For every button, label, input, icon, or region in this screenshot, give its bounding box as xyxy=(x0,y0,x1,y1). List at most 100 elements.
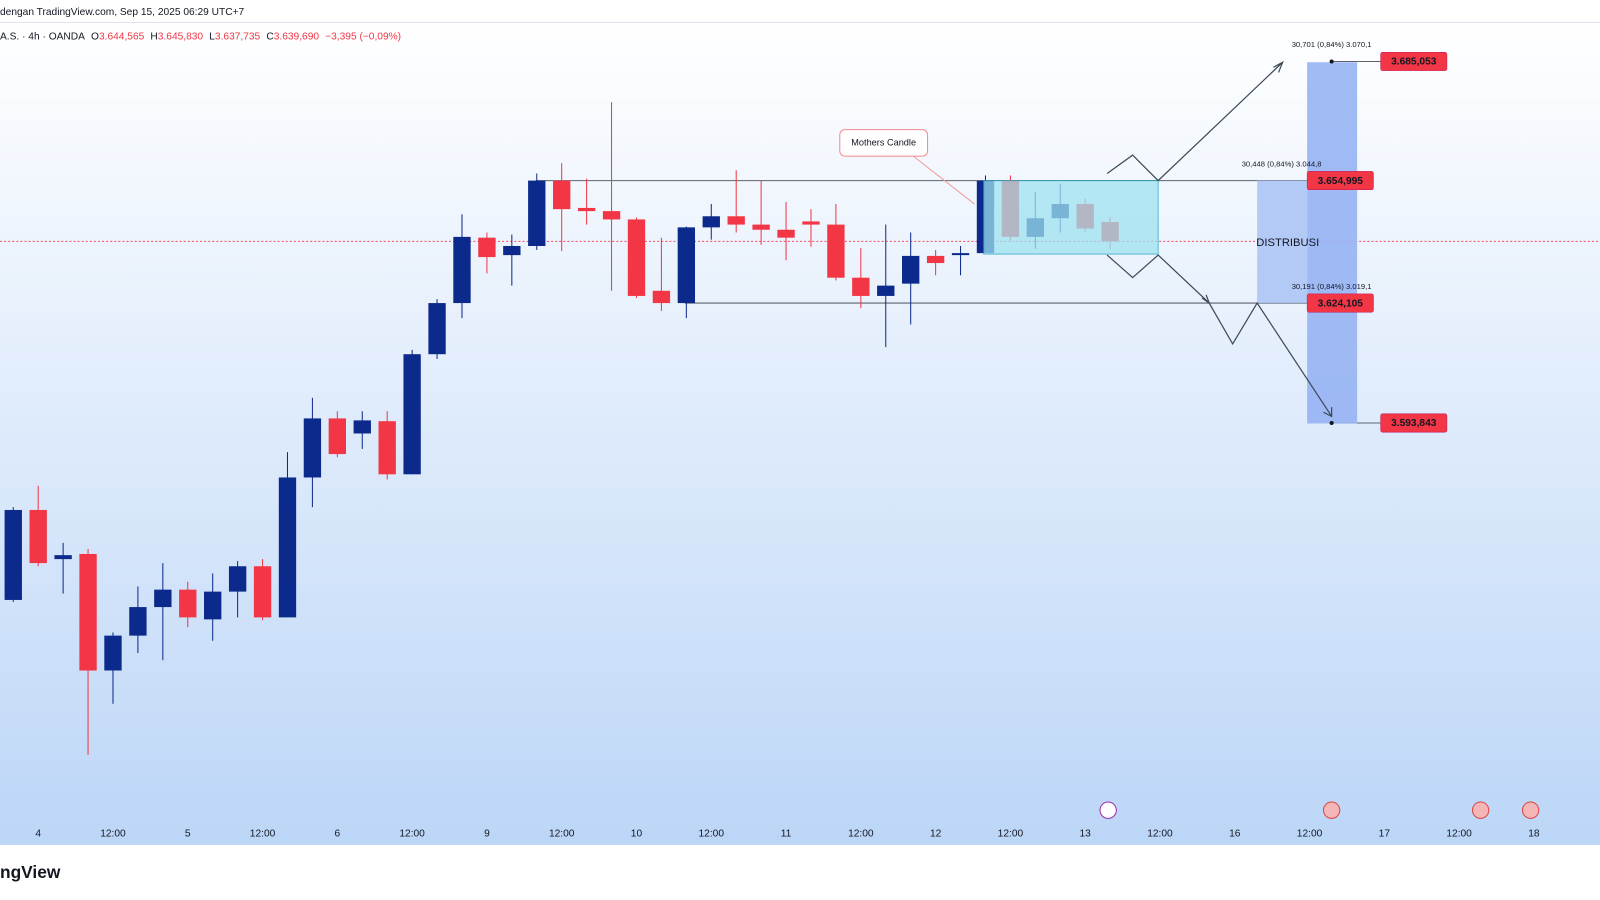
level-dot xyxy=(1329,420,1334,426)
symbol: A.S. · 4h · OANDA xyxy=(0,31,85,42)
target-zone xyxy=(1307,62,1358,424)
candle-body xyxy=(453,236,471,304)
candle-body xyxy=(278,477,297,618)
candle-body xyxy=(478,237,496,258)
range-zone xyxy=(1257,180,1308,304)
x-tick-label: 6 xyxy=(335,828,341,839)
candle-body xyxy=(503,245,521,256)
candle-body xyxy=(154,589,172,608)
x-tick-label: 12:00 xyxy=(250,828,276,839)
candle-body xyxy=(602,211,621,220)
price-tag xyxy=(1306,171,1374,191)
candle-body xyxy=(4,509,22,600)
measure-label: 30,191 (0,84%) 3.019,1 xyxy=(1292,282,1372,291)
candle-body xyxy=(428,303,446,355)
price-tag-label: 3.685,053 xyxy=(1391,57,1437,68)
candle-body xyxy=(528,180,546,246)
up-path xyxy=(1106,61,1284,182)
h-value: 3.645,830 xyxy=(158,31,204,42)
candle-body xyxy=(403,354,421,475)
candle-body xyxy=(353,420,371,434)
o-letter: O xyxy=(91,31,99,42)
zone-label: DISTRIBUSI xyxy=(1256,237,1319,249)
header-ohlc: A.S. · 4h · OANDA O3.644,565 H3.645,830 L 3.… xyxy=(0,31,401,42)
c-value: 3.639,690 xyxy=(274,31,320,42)
x-tick-label: 12:00 xyxy=(1147,828,1173,839)
x-tick-label: 16 xyxy=(1229,828,1241,839)
candle-body xyxy=(29,509,47,564)
candle-body xyxy=(54,555,72,560)
h-letter: H xyxy=(150,31,157,42)
x-tick-label: 12:00 xyxy=(848,828,874,839)
candle-body xyxy=(104,635,122,671)
down-arrowhead xyxy=(1323,407,1333,418)
x-tick-label: 4 xyxy=(35,828,41,839)
change: −3,395 (−0,09%) xyxy=(325,31,401,42)
candle-body xyxy=(79,553,97,671)
candle-body xyxy=(627,219,646,296)
measure-label: 30,448 (0,84%) 3.044,8 xyxy=(1242,159,1322,168)
candle-body xyxy=(902,255,920,284)
event-icon xyxy=(1471,801,1490,819)
l-letter: L xyxy=(209,31,215,42)
x-tick-label: 12 xyxy=(930,828,942,839)
price-tag-label: 3.624,105 xyxy=(1318,298,1364,309)
plot-background xyxy=(0,22,1600,845)
candle-body xyxy=(129,607,147,636)
price-tag-label: 3.593,843 xyxy=(1391,418,1437,429)
x-tick-label: 9 xyxy=(484,828,490,839)
x-tick-label: 12:00 xyxy=(998,828,1024,839)
footer-logo: ngView xyxy=(0,862,61,882)
candle-body xyxy=(926,255,945,264)
candle-body xyxy=(827,224,845,278)
candle-body xyxy=(752,224,770,230)
candle-body xyxy=(677,227,696,304)
up-arrowhead xyxy=(1273,60,1284,73)
callout-box xyxy=(839,129,929,157)
event-icons xyxy=(1099,801,1540,819)
x-tick-label: 18 xyxy=(1528,828,1540,839)
x-tick-label: 12:00 xyxy=(399,828,425,839)
callout-text: Mothers Candle xyxy=(851,137,916,147)
candle-body xyxy=(253,566,272,618)
x-tick-label: 12:00 xyxy=(1446,828,1472,839)
consolidation-box xyxy=(983,180,1159,255)
candle-body xyxy=(179,589,197,618)
candle-body xyxy=(652,290,671,304)
candle-body xyxy=(553,180,571,210)
x-tick-label: 12:00 xyxy=(699,828,725,839)
candle-body xyxy=(328,418,347,455)
candle-body xyxy=(204,591,222,620)
x-tick-label: 12:00 xyxy=(100,828,126,839)
header-source: dengan TradingView.com, Sep 15, 2025 06:… xyxy=(0,7,245,18)
candle-body xyxy=(727,216,745,225)
projection-arrows xyxy=(1106,60,1333,418)
measure-label: 30,701 (0,84%) 3.070,1 xyxy=(1292,40,1372,49)
event-icon xyxy=(1099,801,1117,819)
o-value: 3.644,565 xyxy=(99,31,145,42)
x-tick-label: 12:00 xyxy=(549,828,575,839)
price-tag xyxy=(1380,413,1448,433)
candle-body xyxy=(303,418,322,478)
event-icon xyxy=(1521,801,1540,819)
candle-body xyxy=(777,229,795,238)
x-tick-label: 12:00 xyxy=(1297,828,1323,839)
candle-body xyxy=(228,566,247,592)
price-tag xyxy=(1306,293,1374,313)
candle-body xyxy=(802,221,820,225)
candle-body xyxy=(877,285,895,296)
candle-body xyxy=(702,216,720,228)
candle-body xyxy=(852,277,870,296)
x-tick-label: 10 xyxy=(631,828,643,839)
mid-arrowhead xyxy=(1201,294,1211,305)
callout-pointer xyxy=(912,155,975,205)
level-dot xyxy=(1329,59,1334,64)
c-letter: C xyxy=(266,31,273,42)
x-tick-label: 13 xyxy=(1080,828,1092,839)
candle-body xyxy=(951,253,970,256)
candles xyxy=(4,102,1119,755)
x-tick-label: 17 xyxy=(1379,828,1391,839)
price-tag-label: 3.654,995 xyxy=(1318,176,1364,187)
x-tick-label: 11 xyxy=(781,828,792,839)
